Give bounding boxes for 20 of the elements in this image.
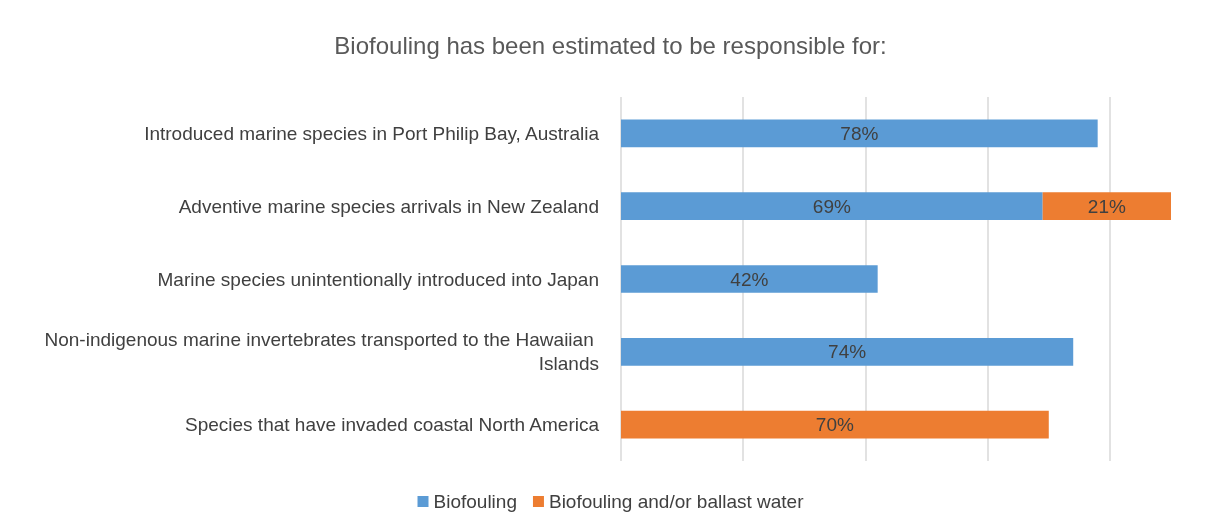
y-tick-label: Introduced marine species in Port Philip Bay, Australia bbox=[144, 122, 600, 144]
y-tick-label: Species that have invaded coastal North America bbox=[184, 414, 600, 436]
bar bbox=[621, 337, 1074, 366]
data-label: 70% bbox=[815, 414, 855, 436]
data-label: 21% bbox=[1087, 195, 1126, 217]
bar bbox=[621, 192, 1043, 221]
legend-label: Biofouling bbox=[433, 491, 517, 512]
y-tick-label: Non-indigenous marine invertebrates transported to the Hawaiian Islands bbox=[44, 329, 599, 375]
legend-label: Biofouling and/or ballast water bbox=[548, 491, 805, 512]
y-tick-label: Marine species unintentionally introduced into Japan bbox=[157, 268, 599, 290]
bar bbox=[621, 410, 1049, 439]
data-label: 78% bbox=[840, 122, 879, 144]
bar bbox=[621, 119, 1098, 148]
data-label: 69% bbox=[812, 195, 851, 217]
chart-title: Biofouling has been estimated to be responsible for: bbox=[334, 31, 887, 59]
y-tick-label: Adventive marine species arrivals in New Zealand bbox=[178, 195, 599, 217]
data-label: 74% bbox=[828, 341, 867, 363]
data-label: 42% bbox=[730, 268, 769, 290]
bar bbox=[621, 265, 878, 293]
bar bbox=[1042, 192, 1171, 221]
